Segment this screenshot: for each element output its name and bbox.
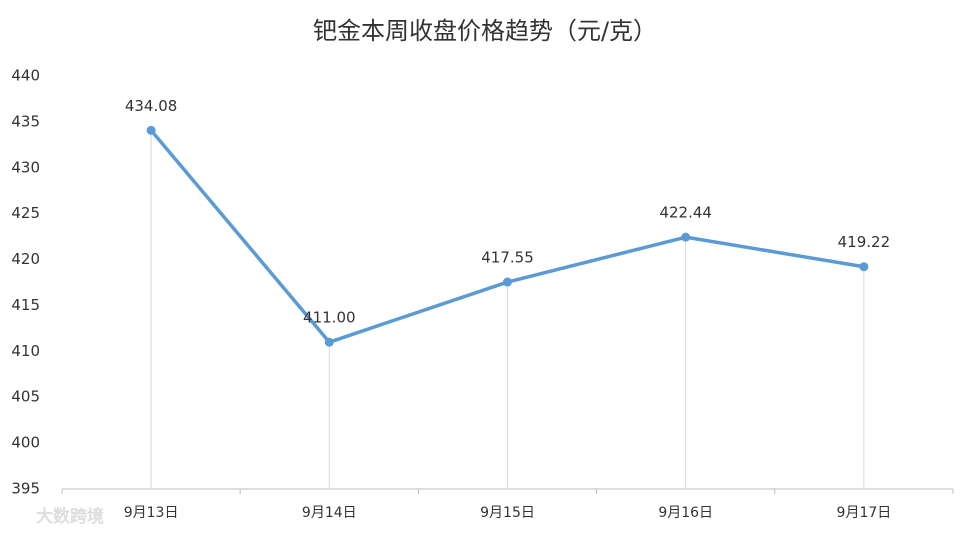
watermark: 大数跨境: [36, 506, 104, 527]
value-label: 434.08: [125, 97, 178, 115]
y-tick-label: 415: [11, 296, 40, 314]
y-tick-label: 400: [11, 434, 40, 452]
y-tick-label: 410: [11, 342, 40, 360]
x-tick-label: 9月14日: [302, 505, 357, 521]
value-label: 417.55: [481, 249, 534, 267]
marker: [324, 337, 334, 347]
y-tick-label: 440: [11, 67, 40, 85]
x-tick-label: 9月17日: [837, 505, 892, 521]
y-tick-label: 405: [11, 388, 40, 406]
x-tick-label: 9月15日: [480, 505, 535, 521]
x-tick-label: 9月16日: [658, 505, 713, 521]
marker: [859, 262, 869, 272]
marker: [681, 232, 691, 242]
y-tick-label: 420: [11, 250, 40, 268]
value-label: 419.22: [838, 233, 891, 251]
y-tick-label: 435: [11, 112, 40, 130]
marker: [503, 277, 512, 287]
y-tick-label: 425: [11, 204, 40, 222]
x-tick-label: 9月13日: [124, 505, 179, 521]
value-label: 411.00: [303, 309, 356, 327]
chart-title: 钯金本周收盘价格趋势（元/克）: [313, 17, 657, 45]
y-tick-label: 395: [11, 480, 40, 498]
y-tick-label: 430: [11, 158, 40, 176]
value-label: 422.44: [659, 204, 712, 222]
marker: [146, 125, 156, 135]
